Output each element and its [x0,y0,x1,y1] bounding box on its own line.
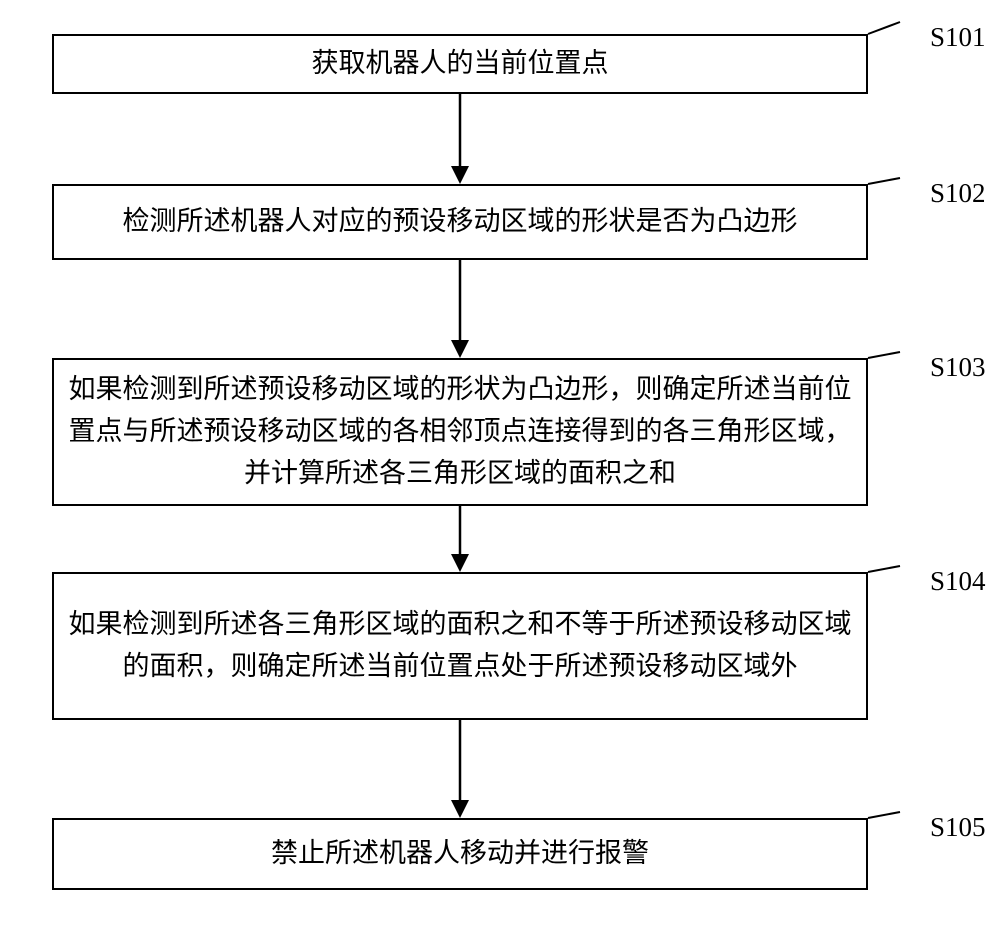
flow-step-s104-text: 如果检测到所述各三角形区域的面积之和不等于所述预设移动区域的面积，则确定所述当前… [68,604,852,688]
step-label-s103: S103 [930,352,986,383]
flow-step-s101: 获取机器人的当前位置点 [52,34,868,94]
flowchart-canvas: 获取机器人的当前位置点 S101 检测所述机器人对应的预设移动区域的形状是否为凸… [0,0,1000,931]
flow-step-s104: 如果检测到所述各三角形区域的面积之和不等于所述预设移动区域的面积，则确定所述当前… [52,572,868,720]
flow-step-s101-text: 获取机器人的当前位置点 [68,43,852,85]
step-label-s101: S101 [930,22,986,53]
step-label-s104: S104 [930,566,986,597]
flow-step-s103: 如果检测到所述预设移动区域的形状为凸边形，则确定所述当前位置点与所述预设移动区域… [52,358,868,506]
flow-step-s102-text: 检测所述机器人对应的预设移动区域的形状是否为凸边形 [68,201,852,243]
step-label-s102: S102 [930,178,986,209]
flow-step-s105-text: 禁止所述机器人移动并进行报警 [68,833,852,875]
step-label-s105: S105 [930,812,986,843]
flow-step-s103-text: 如果检测到所述预设移动区域的形状为凸边形，则确定所述当前位置点与所述预设移动区域… [68,369,852,495]
flow-step-s102: 检测所述机器人对应的预设移动区域的形状是否为凸边形 [52,184,868,260]
flow-step-s105: 禁止所述机器人移动并进行报警 [52,818,868,890]
